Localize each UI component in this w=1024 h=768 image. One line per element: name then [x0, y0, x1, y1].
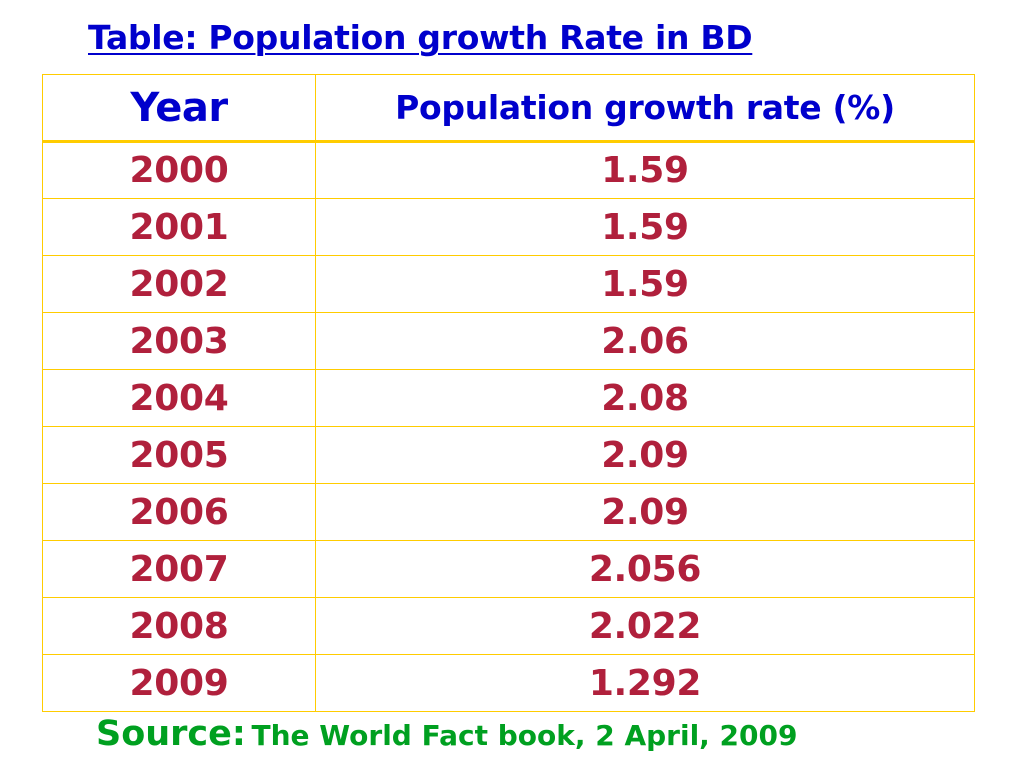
table-row: 2005 2.09 — [42, 426, 975, 484]
header-growth-rate: Population growth rate (%) — [315, 74, 975, 143]
year-cell: 2006 — [42, 483, 316, 541]
rate-cell: 2.09 — [315, 426, 975, 484]
year-cell: 2005 — [42, 426, 316, 484]
year-cell: 2000 — [42, 141, 316, 199]
table-row: 2006 2.09 — [42, 483, 975, 541]
source-note: Source: The World Fact book, 2 April, 20… — [96, 714, 798, 754]
rate-cell: 1.292 — [315, 654, 975, 712]
year-cell: 2007 — [42, 540, 316, 598]
slide-title: Table: Population growth Rate in BD — [88, 18, 753, 57]
rate-cell: 1.59 — [315, 141, 975, 199]
rate-cell: 2.056 — [315, 540, 975, 598]
table-row: 2009 1.292 — [42, 654, 975, 712]
year-cell: 2002 — [42, 255, 316, 313]
rate-cell: 2.08 — [315, 369, 975, 427]
table-row: 2008 2.022 — [42, 597, 975, 655]
table-row: 2007 2.056 — [42, 540, 975, 598]
rate-cell: 2.09 — [315, 483, 975, 541]
year-cell: 2001 — [42, 198, 316, 256]
table-header-row: Year Population growth rate (%) — [42, 74, 975, 143]
year-cell: 2004 — [42, 369, 316, 427]
table-row: 2002 1.59 — [42, 255, 975, 313]
source-label: Source: — [96, 714, 246, 754]
rate-cell: 1.59 — [315, 255, 975, 313]
rate-cell: 2.022 — [315, 597, 975, 655]
year-cell: 2003 — [42, 312, 316, 370]
year-cell: 2008 — [42, 597, 316, 655]
source-text: The World Fact book, 2 April, 2009 — [251, 719, 798, 752]
table-row: 2001 1.59 — [42, 198, 975, 256]
year-cell: 2009 — [42, 654, 316, 712]
table-row: 2000 1.59 — [42, 141, 975, 199]
header-year: Year — [42, 74, 316, 143]
table-row: 2004 2.08 — [42, 369, 975, 427]
rate-cell: 1.59 — [315, 198, 975, 256]
table-row: 2003 2.06 — [42, 312, 975, 370]
rate-cell: 2.06 — [315, 312, 975, 370]
population-growth-table: Year Population growth rate (%) 2000 1.5… — [42, 74, 975, 712]
